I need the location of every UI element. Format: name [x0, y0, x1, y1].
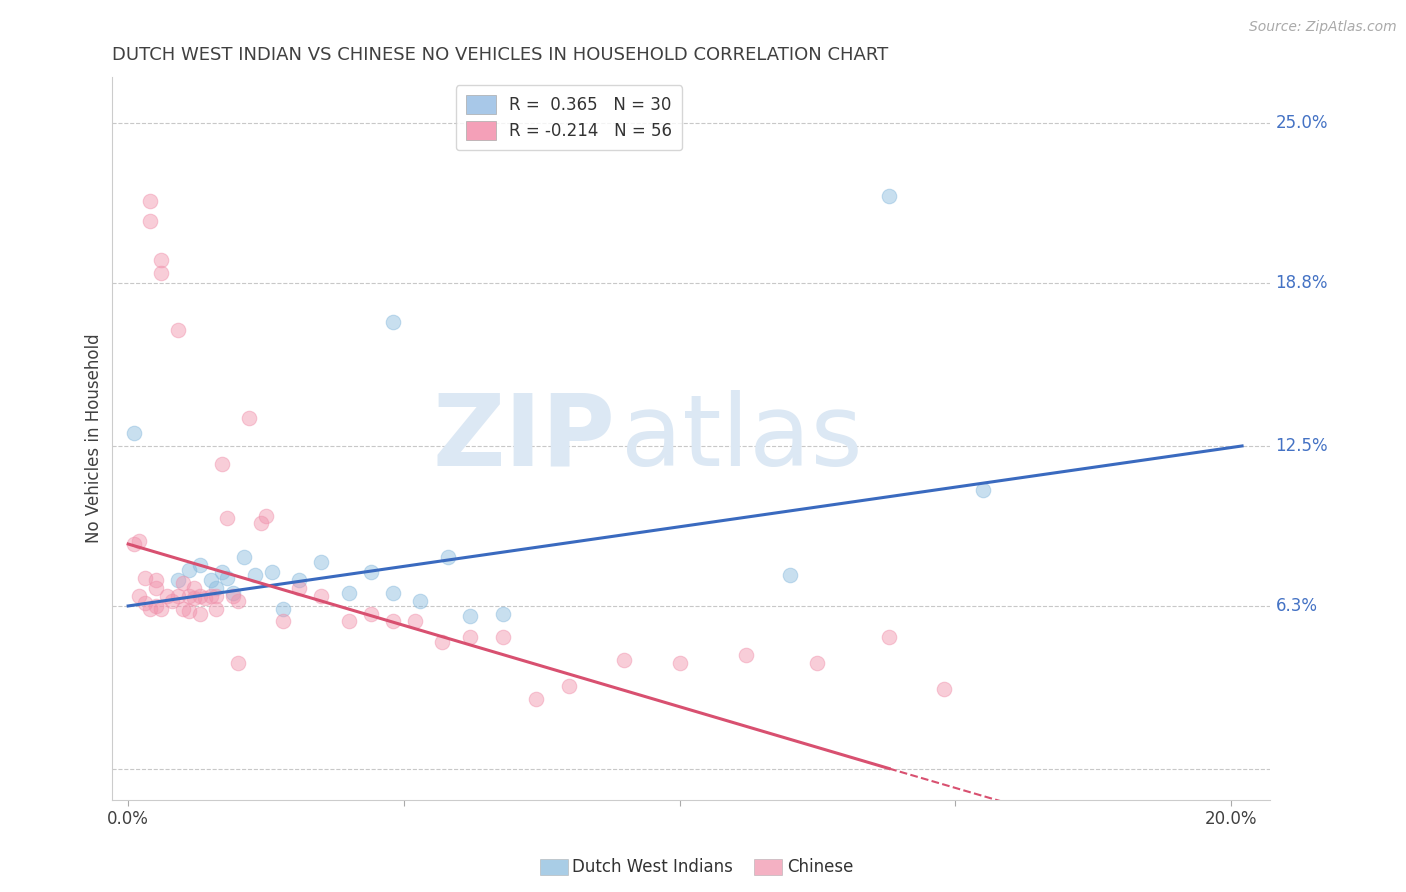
Text: Source: ZipAtlas.com: Source: ZipAtlas.com: [1249, 20, 1396, 34]
Point: [779, 568, 801, 582]
Point: [162, 594, 184, 608]
Point: [288, 573, 311, 587]
Point: [972, 483, 994, 497]
Point: [734, 648, 756, 662]
Point: [200, 573, 222, 587]
Point: [337, 615, 360, 629]
Point: [337, 586, 360, 600]
Point: [205, 581, 228, 595]
Point: [139, 601, 162, 615]
Point: [166, 323, 188, 337]
Point: [188, 589, 211, 603]
Point: [360, 607, 382, 621]
Point: [166, 589, 188, 603]
Point: [381, 586, 404, 600]
Point: [188, 607, 211, 621]
Point: [228, 594, 250, 608]
Point: [222, 589, 245, 603]
Point: [806, 656, 828, 670]
Point: [122, 425, 145, 440]
Point: [381, 315, 404, 329]
Point: [128, 589, 150, 603]
Point: [238, 410, 260, 425]
Point: [254, 508, 277, 523]
Point: [177, 589, 200, 603]
Point: [172, 575, 194, 590]
Point: [145, 573, 167, 587]
Point: [492, 607, 515, 621]
Point: [381, 615, 404, 629]
Point: [172, 601, 194, 615]
Point: [613, 653, 636, 667]
Point: [271, 615, 294, 629]
Text: Chinese: Chinese: [787, 858, 853, 876]
Point: [200, 589, 222, 603]
Point: [150, 266, 173, 280]
Point: [188, 558, 211, 572]
Point: [558, 679, 581, 693]
Point: [156, 589, 179, 603]
Text: DUTCH WEST INDIAN VS CHINESE NO VEHICLES IN HOUSEHOLD CORRELATION CHART: DUTCH WEST INDIAN VS CHINESE NO VEHICLES…: [111, 46, 887, 64]
Point: [134, 596, 156, 610]
Point: [524, 691, 547, 706]
Point: [228, 656, 250, 670]
Point: [877, 630, 900, 644]
Point: [877, 188, 900, 202]
Point: [458, 630, 481, 644]
Point: [122, 537, 145, 551]
Point: [139, 214, 162, 228]
Point: [150, 253, 173, 268]
Legend: R =  0.365   N = 30, R = -0.214   N = 56: R = 0.365 N = 30, R = -0.214 N = 56: [456, 86, 682, 151]
Point: [183, 591, 205, 606]
Point: [211, 566, 233, 580]
Point: [437, 549, 460, 564]
Y-axis label: No Vehicles in Household: No Vehicles in Household: [86, 334, 103, 543]
Text: Dutch West Indians: Dutch West Indians: [572, 858, 733, 876]
Point: [409, 594, 432, 608]
Text: atlas: atlas: [621, 390, 863, 487]
Point: [217, 571, 239, 585]
Point: [309, 589, 332, 603]
Point: [150, 601, 173, 615]
Point: [217, 511, 239, 525]
Point: [492, 630, 515, 644]
Point: [145, 581, 167, 595]
Point: [288, 581, 311, 595]
Point: [194, 591, 217, 606]
Point: [233, 549, 256, 564]
Point: [222, 586, 245, 600]
Point: [309, 555, 332, 569]
Text: ZIP: ZIP: [433, 390, 616, 487]
Point: [177, 604, 200, 618]
Point: [260, 566, 283, 580]
Point: [205, 589, 228, 603]
Point: [205, 601, 228, 615]
Text: 18.8%: 18.8%: [1275, 275, 1327, 293]
Point: [360, 566, 382, 580]
Text: 25.0%: 25.0%: [1275, 114, 1327, 132]
Point: [134, 571, 156, 585]
Text: 12.5%: 12.5%: [1275, 437, 1329, 455]
Point: [145, 599, 167, 613]
Point: [128, 534, 150, 549]
Point: [183, 581, 205, 595]
Point: [668, 656, 690, 670]
Point: [177, 563, 200, 577]
Point: [249, 516, 271, 531]
Text: 6.3%: 6.3%: [1275, 597, 1317, 615]
Point: [243, 568, 266, 582]
Point: [934, 681, 956, 696]
Point: [139, 194, 162, 208]
Point: [458, 609, 481, 624]
Point: [432, 635, 454, 649]
Point: [404, 615, 426, 629]
Point: [211, 457, 233, 471]
Point: [166, 573, 188, 587]
Point: [271, 601, 294, 615]
